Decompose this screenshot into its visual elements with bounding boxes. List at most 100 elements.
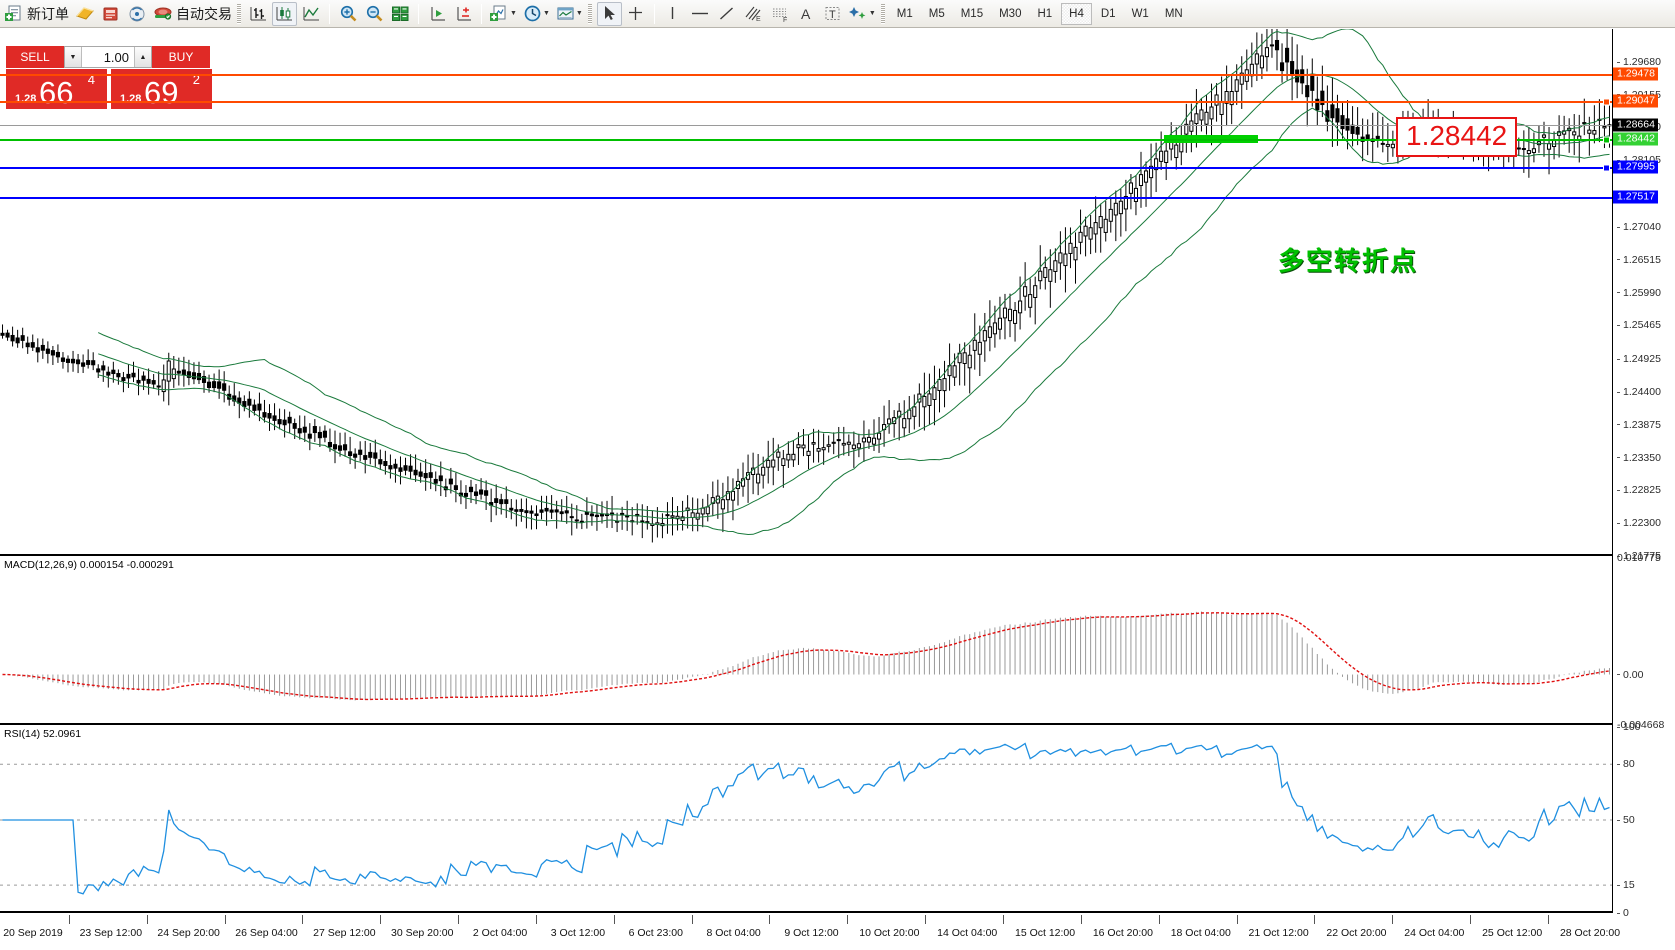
macd-pane[interactable]: MACD(12,26,9) 0.000154 -0.000291: [0, 558, 1612, 725]
line-chart-button[interactable]: [299, 2, 323, 26]
templates-button[interactable]: ▼: [554, 2, 585, 26]
trendline-button[interactable]: [715, 2, 739, 26]
zoom-in-button[interactable]: [336, 2, 360, 26]
tile-windows-button[interactable]: [388, 2, 412, 26]
candlestick-icon: [276, 7, 292, 21]
chevron-down-icon-4[interactable]: ▼: [868, 10, 876, 17]
macd-label: MACD(12,26,9) 0.000154 -0.000291: [4, 559, 174, 571]
price-tick-label: 1.23350: [1617, 452, 1661, 464]
timeframe-h1[interactable]: H1: [1037, 7, 1053, 20]
objects-button[interactable]: ▼: [847, 2, 878, 26]
toolbar-grip-3[interactable]: [880, 3, 885, 24]
candlestick-chart-button[interactable]: [272, 1, 297, 26]
price-level-line[interactable]: [0, 197, 1612, 200]
price-level-axis-label[interactable]: 1.27517: [1613, 190, 1658, 204]
chart-area[interactable]: 1.28442 多空转折点 MACD(12,26,9) 0.000154 -0.…: [0, 29, 1675, 950]
rsi-pane[interactable]: RSI(14) 52.0961: [0, 727, 1612, 913]
highlight-zone-rect[interactable]: [1164, 134, 1258, 143]
text-button[interactable]: A: [795, 2, 819, 26]
time-scale-axis[interactable]: 20 Sep 2019 23 Sep 12:00 24 Sep 20:00 26 Se…: [0, 915, 1620, 950]
price-level-axis-label[interactable]: 1.29047: [1613, 94, 1658, 108]
cursor-button[interactable]: [596, 1, 622, 26]
volume-stepper[interactable]: ▼ 1.00 ▲: [64, 46, 152, 68]
timeframe-d1[interactable]: D1: [1100, 7, 1116, 20]
zoom-out-button[interactable]: [362, 2, 386, 26]
signals-button[interactable]: [73, 2, 97, 26]
price-level-axis-label[interactable]: 1.28664: [1613, 118, 1658, 132]
fibonacci-button[interactable]: F: [768, 2, 793, 26]
chinese-annotation[interactable]: 多空转折点: [1278, 247, 1419, 277]
time-tick-label: 2 Oct 04:00: [472, 927, 528, 939]
main-toolbar: 新订单 自动交易: [0, 0, 1675, 28]
time-tick-label: 26 Sep 04:00: [235, 927, 298, 939]
svg-text:T: T: [829, 9, 836, 21]
chevron-down-icon[interactable]: ▼: [510, 10, 517, 17]
price-tick-label: 1.21775: [1617, 550, 1661, 562]
chart-shift-button[interactable]: [425, 2, 449, 26]
price-level-line[interactable]: [0, 74, 1612, 77]
time-tick-mark: [1314, 915, 1316, 924]
toolbar-grip-2[interactable]: [587, 3, 592, 24]
timeframe-mn[interactable]: MN: [1164, 7, 1183, 20]
price-level-line[interactable]: [0, 167, 1612, 170]
chevron-down-icon-3[interactable]: ▼: [575, 10, 583, 17]
vertical-line-button[interactable]: [661, 2, 685, 26]
sell-button[interactable]: SELL: [6, 46, 64, 68]
timeframe-m1[interactable]: M1: [896, 7, 913, 20]
timeframe-m30[interactable]: M30: [999, 7, 1022, 20]
autotrading-icon: [154, 7, 172, 20]
price-level-handle[interactable]: [1603, 98, 1610, 106]
macd-chart-svg: [2, 611, 1610, 701]
volume-increment-icon[interactable]: ▲: [134, 47, 151, 67]
equidistant-channel-button[interactable]: E: [741, 2, 766, 26]
chevron-down-icon-2[interactable]: ▼: [542, 10, 550, 17]
buy-button[interactable]: BUY: [152, 46, 210, 68]
volume-value[interactable]: 1.00: [103, 49, 129, 65]
price-scale-axis[interactable]: 1.296801.291551.286301.281051.270401.265…: [1612, 29, 1675, 919]
price-level-axis-label[interactable]: 1.29478: [1613, 67, 1658, 81]
crosshair-button[interactable]: [624, 2, 648, 26]
timeframe-w1[interactable]: W1: [1131, 7, 1149, 20]
price-level-axis-label[interactable]: 1.28442: [1613, 132, 1658, 146]
time-tick-label: 23 Sep 12:00: [79, 927, 143, 939]
price-level-line[interactable]: [0, 139, 1612, 142]
text-label-button[interactable]: T: [821, 2, 845, 26]
time-tick-mark: [691, 915, 693, 924]
price-level-handle[interactable]: [1603, 136, 1610, 144]
line-chart-icon: [303, 7, 319, 21]
price-level-handle[interactable]: [1603, 164, 1610, 172]
macd-tick-label: -0.004668: [1617, 719, 1665, 731]
one-click-trading-panel[interactable]: SELL ▼ 1.00 ▲ BUY 1.28 66 4 1.28 69 2: [6, 46, 212, 109]
time-tick-label: 24 Sep 20:00: [157, 927, 220, 939]
indicators-button[interactable]: ▼: [488, 2, 519, 26]
price-callout[interactable]: 1.28442: [1396, 117, 1518, 158]
timeframe-m5[interactable]: M5: [928, 7, 945, 20]
auto-scroll-icon: [456, 7, 471, 21]
bollinger-upper-band: [97, 29, 1610, 513]
price-level-axis-label[interactable]: 1.27995: [1613, 160, 1658, 174]
price-tick-label: 1.27040: [1617, 221, 1661, 233]
horizontal-line-button[interactable]: [687, 2, 713, 26]
time-tick-label: 14 Oct 04:00: [937, 927, 998, 939]
hline-icon: [691, 12, 708, 15]
volume-dropdown-icon[interactable]: ▼: [65, 47, 82, 67]
period-button[interactable]: ▼: [521, 2, 552, 26]
price-tick-label: 1.24400: [1617, 386, 1661, 398]
vline-icon: [672, 7, 674, 19]
price-pane[interactable]: 1.28442 多空转折点: [0, 29, 1612, 556]
timeframe-m15[interactable]: M15: [960, 7, 984, 20]
price-level-line[interactable]: [0, 101, 1612, 104]
time-tick-label: 30 Sep 20:00: [390, 927, 454, 939]
broadcast-button[interactable]: [125, 2, 149, 26]
autotrading-button[interactable]: 自动交易: [151, 2, 234, 26]
toolbar-grip[interactable]: [237, 3, 241, 24]
price-level-line[interactable]: [0, 125, 1612, 127]
new-order-button[interactable]: 新订单: [3, 2, 71, 26]
time-tick-mark: [224, 915, 226, 924]
bar-chart-button[interactable]: [246, 2, 270, 26]
market-button[interactable]: [99, 2, 123, 26]
timeframe-h4[interactable]: H4: [1061, 2, 1092, 25]
auto-scroll-button[interactable]: [451, 2, 475, 26]
sell-price-sup: 4: [87, 72, 95, 87]
price-tick-label: 1.24925: [1617, 353, 1661, 365]
